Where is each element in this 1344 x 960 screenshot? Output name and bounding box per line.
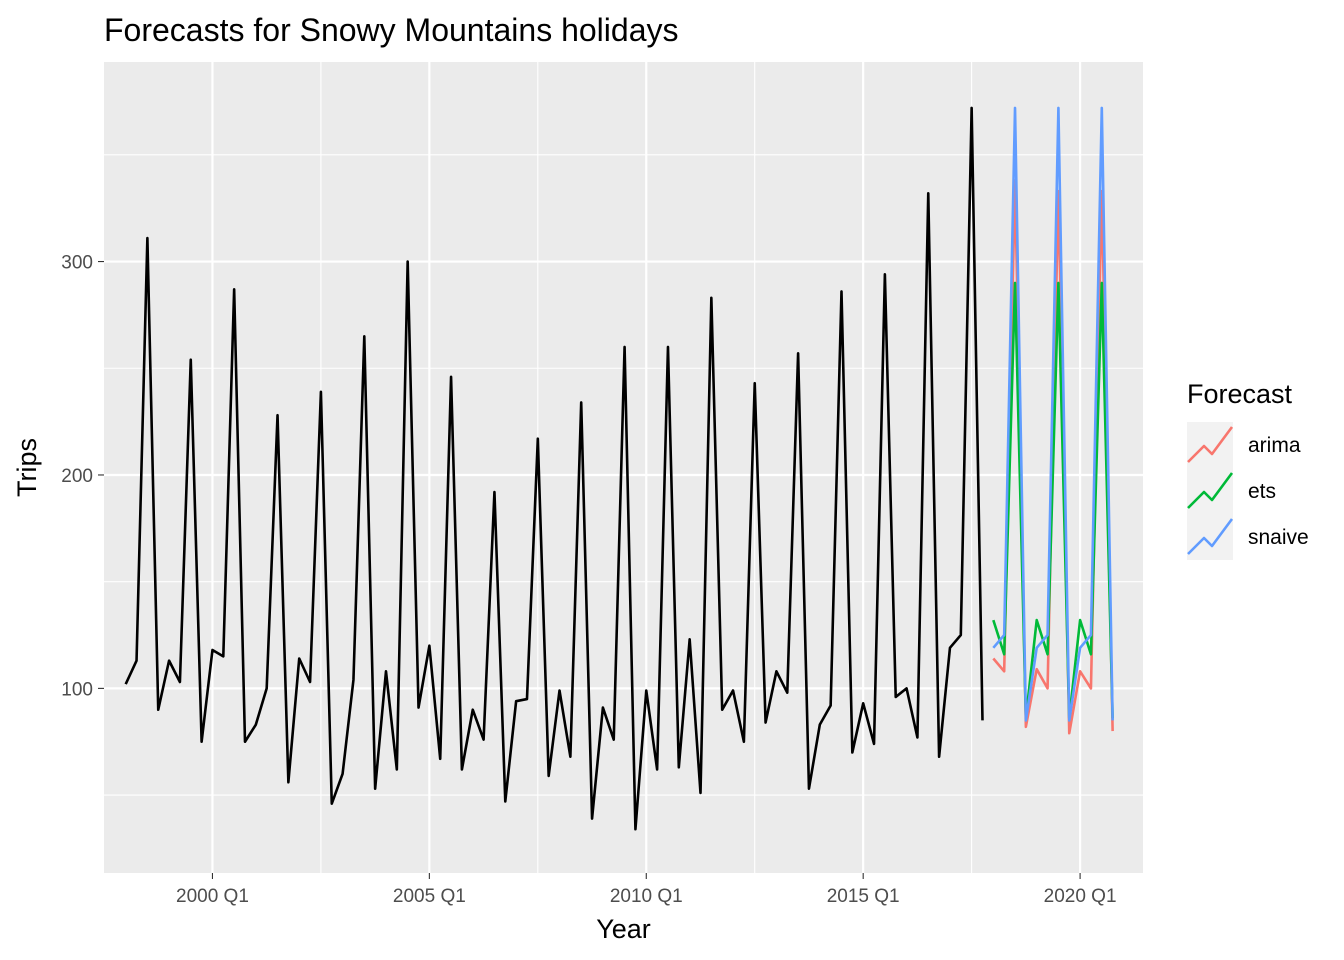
x-tick-label: 2000 Q1 bbox=[176, 886, 249, 907]
y-axis-title: Trips bbox=[12, 438, 42, 497]
series-line-snaive bbox=[992, 106, 1114, 722]
x-tick-label: 2010 Q1 bbox=[610, 886, 683, 907]
legend-key-background bbox=[1187, 468, 1233, 514]
legend-item-ets: ets bbox=[1187, 468, 1276, 514]
y-tick-label: 200 bbox=[61, 466, 93, 487]
legend-item-arima: arima bbox=[1187, 422, 1301, 468]
legend-label: snaive bbox=[1248, 526, 1309, 549]
legend-items: arima ets snaive bbox=[1187, 422, 1309, 560]
x-tick-label: 2015 Q1 bbox=[827, 886, 900, 907]
data-lines bbox=[124, 106, 1114, 831]
legend-key-line bbox=[1187, 472, 1234, 509]
plot-panel bbox=[104, 62, 1143, 873]
y-tick-label: 100 bbox=[61, 679, 93, 700]
x-tick-label: 2020 Q1 bbox=[1044, 886, 1117, 907]
x-tick-label: 2005 Q1 bbox=[393, 886, 466, 907]
y-axis-ticks: 100 200 300 bbox=[61, 253, 104, 700]
legend-label: ets bbox=[1248, 480, 1276, 503]
legend-title: Forecast bbox=[1187, 379, 1293, 409]
history-line bbox=[124, 106, 984, 831]
legend-key-background bbox=[1187, 422, 1233, 468]
y-tick-label: 300 bbox=[61, 253, 93, 274]
legend: Forecast arima ets snaive bbox=[1187, 379, 1309, 560]
grid-lines bbox=[104, 62, 1143, 873]
legend-item-snaive: snaive bbox=[1187, 514, 1309, 560]
legend-key-line bbox=[1187, 426, 1234, 463]
x-axis-title: Year bbox=[596, 914, 651, 944]
x-axis-ticks: 2000 Q1 2005 Q1 2010 Q1 2015 Q1 2020 Q1 bbox=[176, 873, 1117, 907]
chart-title: Forecasts for Snowy Mountains holidays bbox=[104, 12, 678, 48]
legend-key-background bbox=[1187, 514, 1233, 560]
legend-key-line bbox=[1187, 518, 1234, 555]
legend-label: arima bbox=[1248, 434, 1301, 457]
